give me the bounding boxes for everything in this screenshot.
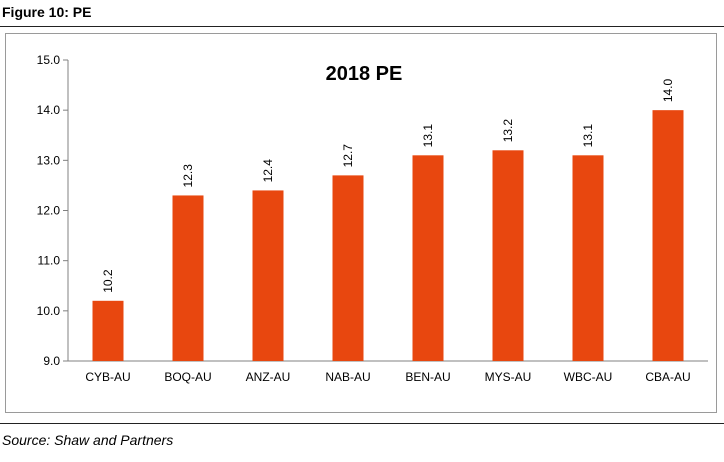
- x-tick-label: BOQ-AU: [164, 370, 211, 384]
- y-tick-label: 9.0: [43, 354, 60, 368]
- top-rule: [0, 26, 724, 27]
- figure-title: Figure 10: PE: [2, 4, 92, 20]
- y-tick-label: 13.0: [37, 153, 61, 167]
- value-label: 13.1: [581, 124, 595, 148]
- value-label: 12.3: [181, 164, 195, 188]
- bar-ben-au: [412, 155, 444, 361]
- chart-frame: 2018 PE 9.0 10.0 11.0 12.0 13.0 14.0 15.0 10.2…: [5, 33, 717, 413]
- y-tick-label: 10.0: [37, 304, 61, 318]
- value-label: 14.0: [661, 78, 675, 102]
- x-tick-label: CYB-AU: [85, 370, 130, 384]
- y-tick-label: 14.0: [37, 103, 61, 117]
- bar-mys-au: [492, 150, 524, 361]
- x-tick-label: MYS-AU: [485, 370, 532, 384]
- x-tick-label: ANZ-AU: [246, 370, 291, 384]
- value-labels: 10.2 12.3 12.4 12.7 13.1 13.2 13.1 14.0: [101, 78, 675, 292]
- y-tick-label: 11.0: [38, 254, 61, 268]
- bar-chart: 2018 PE 9.0 10.0 11.0 12.0 13.0 14.0 15.0 10.2…: [37, 53, 708, 384]
- value-label: 13.2: [501, 119, 515, 143]
- bar-cyb-au: [92, 300, 124, 361]
- x-tick-label: BEN-AU: [405, 370, 450, 384]
- x-tick-label: CBA-AU: [645, 370, 690, 384]
- bar-boq-au: [172, 195, 204, 361]
- y-axis-ticks: 9.0 10.0 11.0 12.0 13.0 14.0 15.0: [37, 53, 68, 368]
- y-tick-label: 15.0: [37, 53, 61, 67]
- source-note: Source: Shaw and Partners: [2, 432, 174, 448]
- value-label: 13.1: [421, 124, 435, 148]
- chart-title: 2018 PE: [326, 63, 403, 85]
- bottom-rule: [0, 423, 724, 424]
- value-label: 12.7: [341, 144, 355, 168]
- value-label: 10.2: [101, 269, 115, 293]
- bar-cba-au: [652, 110, 684, 362]
- bar-anz-au: [252, 190, 284, 361]
- x-axis-labels: CYB-AU BOQ-AU ANZ-AU NAB-AU BEN-AU MYS-AU WBC-…: [85, 370, 690, 384]
- y-tick-label: 12.0: [37, 204, 61, 218]
- bar-nab-au: [332, 175, 364, 361]
- bars: [92, 110, 684, 362]
- x-tick-label: NAB-AU: [325, 370, 370, 384]
- value-label: 12.4: [261, 159, 275, 183]
- x-tick-label: WBC-AU: [564, 370, 613, 384]
- bar-wbc-au: [572, 155, 604, 361]
